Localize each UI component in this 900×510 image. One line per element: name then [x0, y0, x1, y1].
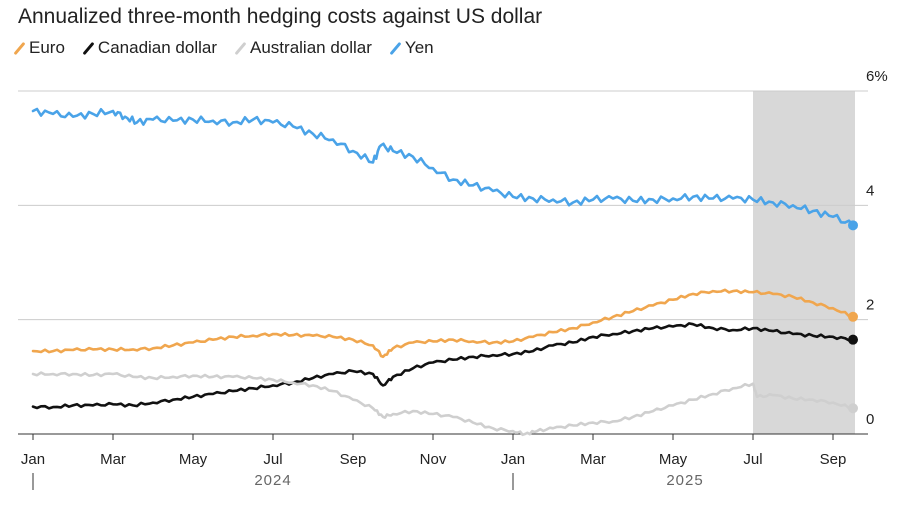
- legend-item-canadian-dollar: Canadian dollar: [82, 38, 218, 58]
- series-end-dot-yen: [848, 220, 858, 231]
- year-label: 2025: [666, 472, 703, 489]
- x-tick-label: Sep: [820, 451, 847, 468]
- x-tick-label: Sep: [340, 451, 367, 468]
- series-line-canadian-dollar: [31, 322, 855, 410]
- series-end-dot-canadian-dollar: [848, 334, 858, 345]
- x-tick-label: Mar: [100, 451, 126, 468]
- legend-item-yen: Yen: [389, 38, 434, 58]
- legend-label-canadian-dollar: Canadian dollar: [97, 38, 218, 57]
- series-line-euro: [31, 288, 855, 359]
- legend-item-euro: Euro: [13, 38, 65, 58]
- shaded-region: [753, 91, 855, 434]
- series-line-australian-dollar: [31, 371, 855, 437]
- x-tick-label: Jan: [501, 451, 525, 468]
- series-line-yen: [31, 107, 855, 227]
- chart-title: Annualized three-month hedging costs aga…: [18, 5, 543, 28]
- x-tick-label: May: [179, 451, 208, 468]
- x-tick-label: Jan: [21, 451, 45, 468]
- y-tick-label: 6%: [866, 68, 888, 85]
- legend: Euro Canadian dollar Australian dollar Y…: [13, 38, 434, 58]
- legend-label-yen: Yen: [404, 38, 434, 57]
- y-tick-label: 4: [866, 182, 874, 199]
- y-tick-label: 2: [866, 297, 874, 314]
- year-label: 2024: [254, 472, 291, 489]
- x-tick-label: May: [659, 451, 688, 468]
- x-tick-label: Jul: [263, 451, 282, 468]
- x-tick-label: Jul: [743, 451, 762, 468]
- legend-item-australian-dollar: Australian dollar: [234, 38, 372, 58]
- x-tick-label: Nov: [420, 451, 447, 468]
- series-end-dot-australian-dollar: [848, 403, 858, 414]
- legend-label-euro: Euro: [29, 38, 65, 57]
- y-tick-label: 0: [866, 411, 874, 428]
- legend-label-australian-dollar: Australian dollar: [250, 38, 372, 57]
- series-end-dot-euro: [848, 311, 858, 322]
- x-tick-label: Mar: [580, 451, 606, 468]
